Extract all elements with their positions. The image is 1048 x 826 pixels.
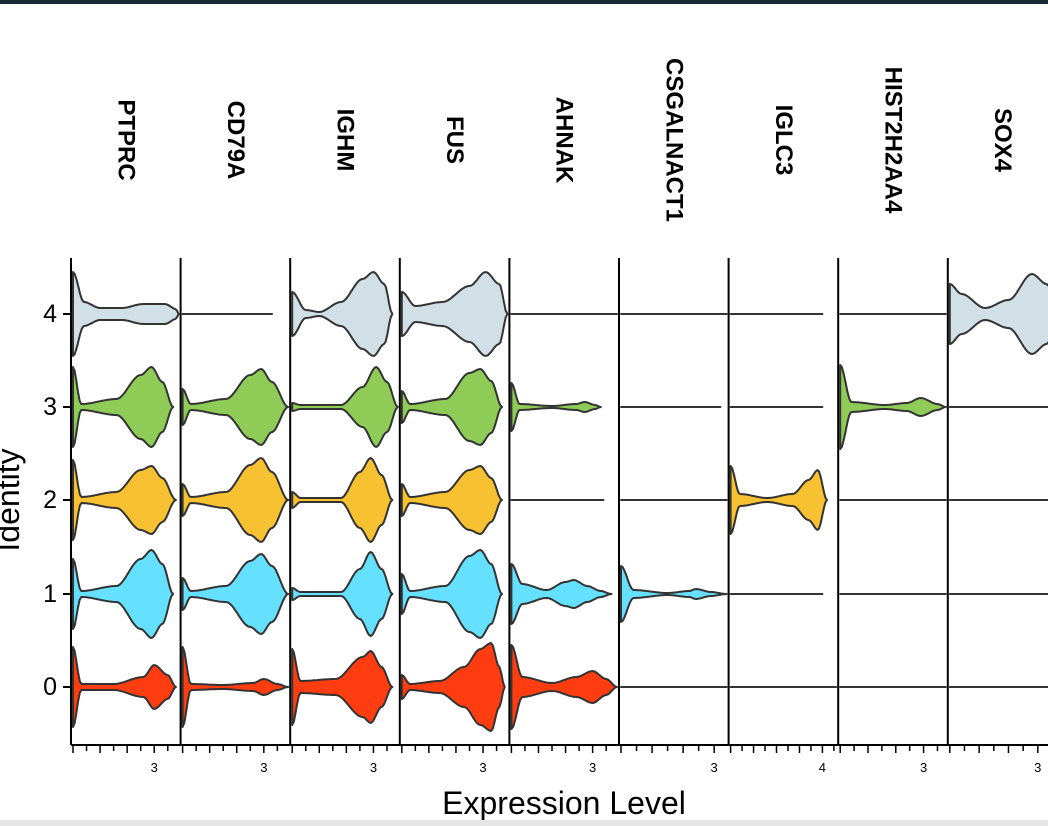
y-tick-label: 2 — [43, 486, 57, 514]
gene-label: SOX4 — [989, 108, 1016, 173]
panel-csgalnact1: CSGALNACT1 3 — [618, 58, 729, 775]
panel-fus: FUS 3 — [398, 116, 510, 775]
y-axis: 0 1 2 3 4 — [43, 300, 71, 701]
violin-cd79a-identity-1 — [181, 553, 290, 635]
violin-cd79a-identity-3 — [181, 368, 290, 446]
window-bottom-bar — [0, 820, 1048, 826]
x-tick-label: 3 — [260, 760, 267, 775]
violin-ighm-identity-1 — [291, 551, 394, 637]
violin-iglc3-identity-2 — [729, 465, 828, 535]
violin-ighm-identity-2 — [291, 457, 394, 543]
x-tick-label: 3 — [151, 760, 158, 775]
panel-iglc3: IGLC3 4 — [727, 105, 839, 775]
gene-label: IGLC3 — [770, 105, 797, 176]
violin-fus-identity-0 — [400, 642, 506, 732]
violin-ighm-identity-3 — [291, 366, 399, 448]
panel-ptprc: PTPRC 3 — [70, 99, 181, 775]
x-tick-label: 3 — [711, 760, 718, 775]
violin-ptprc-identity-4 — [72, 271, 180, 357]
violin-sox4-identity-4 — [948, 273, 1048, 355]
violin-ighm-identity-4 — [291, 271, 394, 357]
violin-ptprc-identity-0 — [72, 646, 177, 728]
violin-ahnak-identity-3 — [510, 382, 602, 432]
violin-ahnak-identity-1 — [510, 563, 613, 625]
gene-label: CSGALNACT1 — [660, 58, 687, 222]
panel-ighm: IGHM 3 — [289, 109, 400, 775]
violin-ighm-identity-0 — [291, 648, 394, 726]
panel-cd79a: CD79A 3 — [179, 101, 291, 775]
violin-ahnak-identity-0 — [510, 644, 618, 730]
gene-label: AHNAK — [551, 97, 578, 184]
violin-hist2h2aa4-identity-3 — [839, 364, 947, 450]
panel-sox4: SOX4 3 — [946, 108, 1048, 775]
y-tick-label: 0 — [43, 673, 57, 701]
violin-fus-identity-3 — [400, 368, 503, 446]
violin-fus-identity-2 — [400, 465, 503, 535]
x-tick-label: 3 — [1034, 760, 1041, 775]
violin-ptprc-identity-3 — [72, 366, 175, 448]
violin-cd79a-identity-0 — [181, 646, 290, 728]
gene-label: HIST2H2AA4 — [880, 67, 907, 214]
x-tick-label: 3 — [370, 760, 377, 775]
gene-label: IGHM — [332, 109, 359, 172]
x-tick-label: 4 — [819, 760, 826, 775]
violin-fus-identity-1 — [400, 549, 503, 639]
violin-ptprc-identity-1 — [72, 549, 175, 639]
violin-fus-identity-4 — [400, 271, 509, 357]
panels: PTPRC3CD79A3IGHM3FUS3AHNAK3CSGALNACT13IG… — [70, 58, 1048, 775]
y-tick-label: 1 — [43, 580, 57, 608]
y-tick-label: 3 — [43, 393, 57, 421]
gene-label: CD79A — [222, 101, 249, 180]
panel-hist2h2aa4: HIST2H2AA4 3 — [837, 67, 948, 775]
violin-csgalnact1-identity-1 — [620, 565, 728, 623]
gene-label: FUS — [441, 116, 468, 164]
gene-label: PTPRC — [112, 99, 139, 180]
x-axis-title: Expression Level — [442, 785, 686, 821]
x-tick-label: 3 — [920, 760, 927, 775]
window-top-bar — [0, 0, 1048, 4]
y-axis-title: Identity — [0, 448, 26, 551]
x-tick-label: 3 — [479, 760, 486, 775]
x-tick-label: 3 — [589, 760, 596, 775]
violin-cd79a-identity-2 — [181, 457, 290, 543]
y-tick-label: 4 — [43, 300, 57, 328]
violin-ptprc-identity-2 — [72, 459, 177, 541]
panel-ahnak: AHNAK 3 — [508, 97, 619, 775]
